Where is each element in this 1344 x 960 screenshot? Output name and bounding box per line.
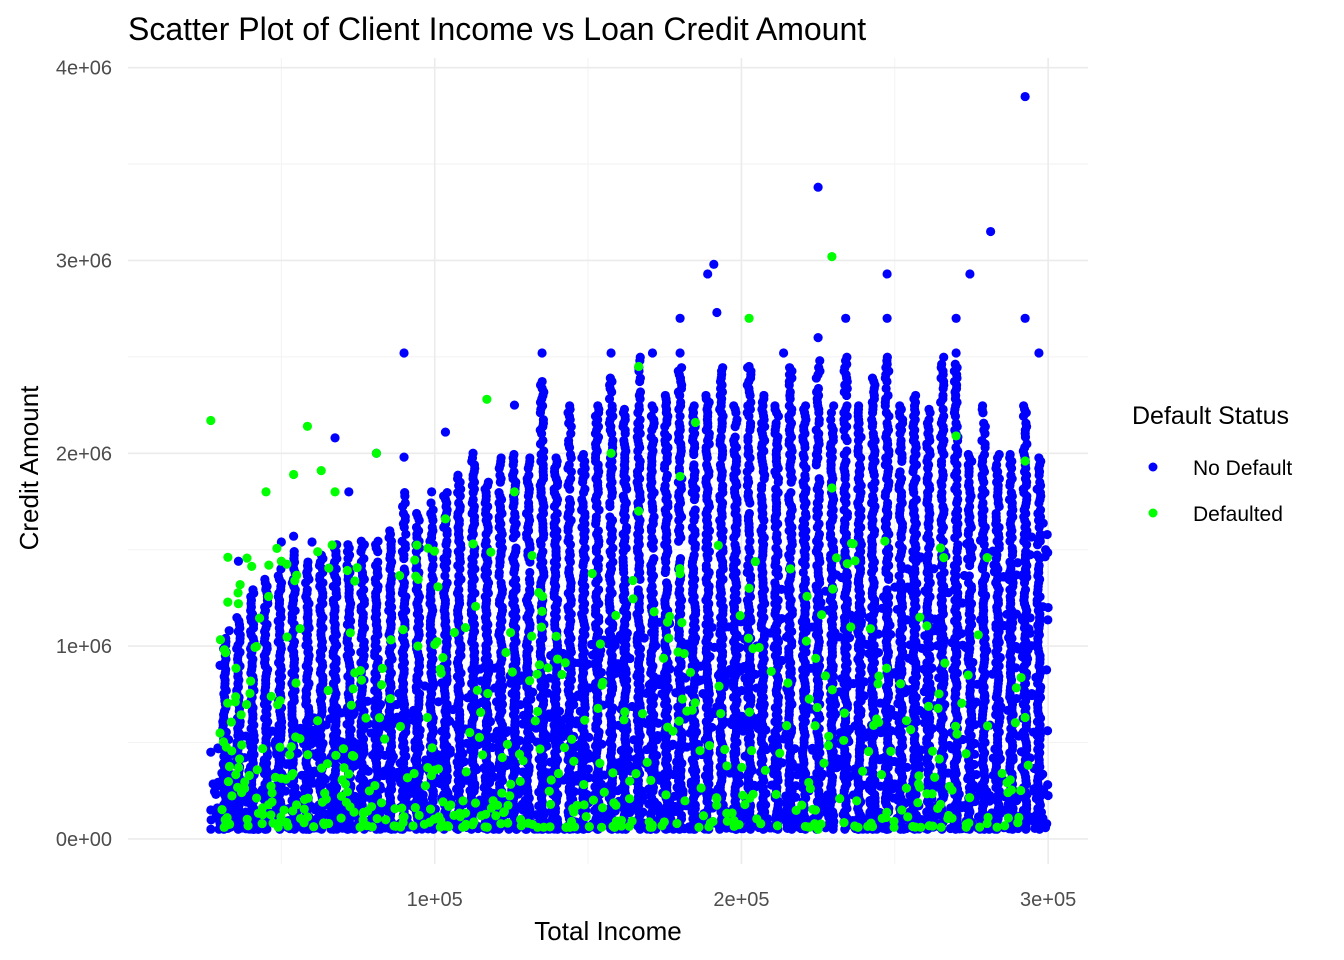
point-no-default [649,553,659,564]
point-no-default [426,498,436,508]
point-no-default [770,401,780,411]
point-no-default [400,488,410,498]
point-no-default [401,529,411,539]
point-no-default [786,488,796,498]
point-no-default [483,477,493,487]
point-no-default [494,488,504,498]
point-no-default [551,453,561,463]
point-no-default [842,352,852,362]
point-no-default [302,585,312,595]
point-no-default [397,536,407,546]
point-no-default [399,564,409,574]
point-no-default [730,432,740,442]
point-no-default [411,522,422,532]
point-no-default [453,470,463,480]
point-no-default [829,401,839,411]
point-no-default [303,557,313,567]
point-no-default [854,401,864,411]
point-no-default [273,571,283,581]
point-no-default [718,363,728,373]
point-no-default [343,540,353,550]
point-no-default [784,363,795,373]
point-no-default [525,453,535,463]
point-no-default [411,508,422,519]
point-no-default [232,612,242,623]
point-no-default [661,578,672,588]
point-no-default [359,585,369,595]
point-no-default [605,373,615,383]
point-no-default [387,571,397,581]
point-no-default [647,401,657,411]
point-no-default [289,547,299,557]
point-no-default [842,401,852,411]
point-no-default [800,401,811,411]
point-no-default [398,508,409,519]
point-no-default [511,543,521,553]
point-no-default [813,383,824,394]
point-no-default [565,401,575,411]
point-no-default [619,404,630,414]
point-no-default [537,376,547,387]
point-no-default [842,446,852,456]
point-no-default [633,585,643,595]
point-no-default [356,536,366,546]
point-no-default [248,585,258,595]
point-no-default [689,460,699,470]
point-no-default [359,553,369,564]
point-no-default [373,536,383,546]
point-no-default [814,474,824,484]
point-no-default [427,571,437,581]
point-no-default [815,356,825,366]
point-no-default [564,494,575,505]
point-no-default [400,498,410,508]
point-no-default [426,581,436,591]
point-no-default [759,390,769,401]
point-no-default [525,567,535,578]
point-no-default [867,373,878,383]
point-no-default [729,401,739,411]
point-no-default [509,449,519,460]
point-no-default [660,390,670,401]
point-no-default [442,488,452,498]
point-no-default [605,512,615,522]
point-no-default [578,449,589,460]
point-no-default [701,390,711,401]
point-no-default [428,560,438,571]
data-points [206,91,1053,834]
point-no-default [676,363,687,373]
point-no-default [428,505,438,515]
point-no-default [635,352,645,362]
point-no-default [744,508,754,519]
point-no-default [689,401,699,411]
point-no-default [427,522,437,532]
point-no-default [373,557,383,567]
point-no-default [675,553,686,564]
point-no-default [635,387,646,397]
chart-title: Scatter Plot of Client Income vs Loan Cr… [128,11,866,47]
point-no-default [496,453,506,463]
point-no-default [385,526,395,536]
point-no-default [690,505,700,515]
point-no-default [260,574,270,584]
point-no-default [593,401,603,411]
